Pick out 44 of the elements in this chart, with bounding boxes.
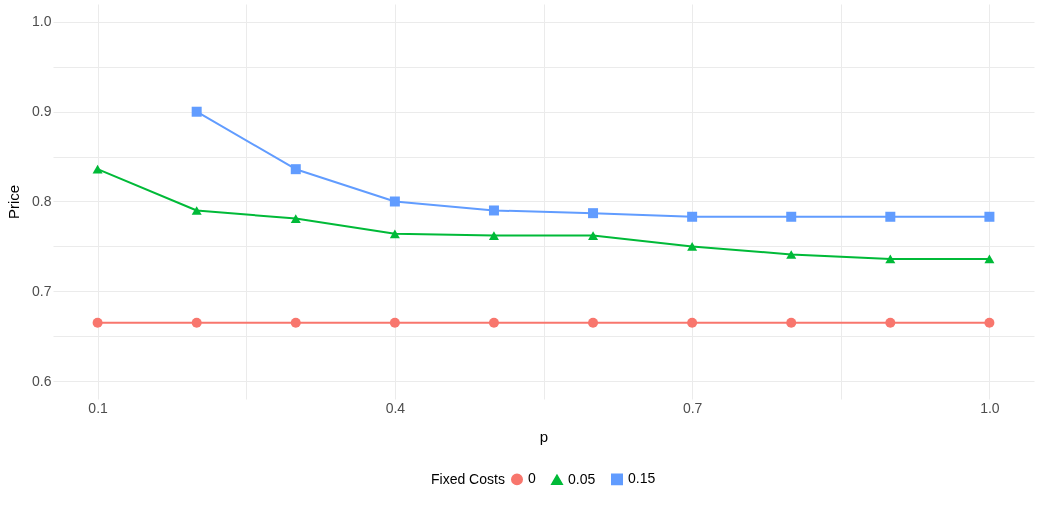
point <box>786 317 797 328</box>
point <box>290 317 301 328</box>
point <box>687 317 698 328</box>
y-tick-label: 0.7 <box>32 282 52 299</box>
y-tick-label: 0.6 <box>32 372 52 389</box>
legend-label: 0.05 <box>568 470 596 487</box>
point <box>687 211 698 222</box>
point <box>488 231 499 240</box>
x-tick-label: 1.0 <box>980 399 1000 416</box>
legend-label: 0.15 <box>628 470 656 487</box>
point <box>488 205 499 216</box>
y-tick-label: 0.9 <box>32 103 52 120</box>
point <box>488 317 499 328</box>
point <box>984 317 995 328</box>
point <box>786 211 797 222</box>
point <box>92 317 103 328</box>
x-axis-title: p <box>539 427 549 445</box>
y-tick-label: 0.8 <box>32 193 52 209</box>
point <box>786 250 797 259</box>
point <box>885 317 896 328</box>
point <box>92 164 103 174</box>
x-tick-label: 0.1 <box>88 399 109 416</box>
point <box>885 254 896 264</box>
legend-label: 0 <box>528 470 536 487</box>
point <box>984 254 995 264</box>
point <box>588 208 599 219</box>
point <box>885 211 896 222</box>
point <box>389 317 400 328</box>
point <box>984 211 995 222</box>
point <box>687 242 698 251</box>
x-tick-label: 0.7 <box>682 399 703 416</box>
x-tick-label: 0.4 <box>385 399 406 416</box>
point <box>191 317 202 328</box>
point <box>191 106 202 117</box>
point <box>389 196 400 207</box>
legend-title: Fixed Costs <box>431 471 505 487</box>
point <box>290 164 301 175</box>
point <box>191 206 202 215</box>
y-axis-title: Price <box>5 184 23 220</box>
point <box>588 317 599 328</box>
point <box>389 229 400 239</box>
point <box>290 214 301 223</box>
y-tick-label: 1.0 <box>32 13 52 30</box>
point <box>588 231 599 240</box>
